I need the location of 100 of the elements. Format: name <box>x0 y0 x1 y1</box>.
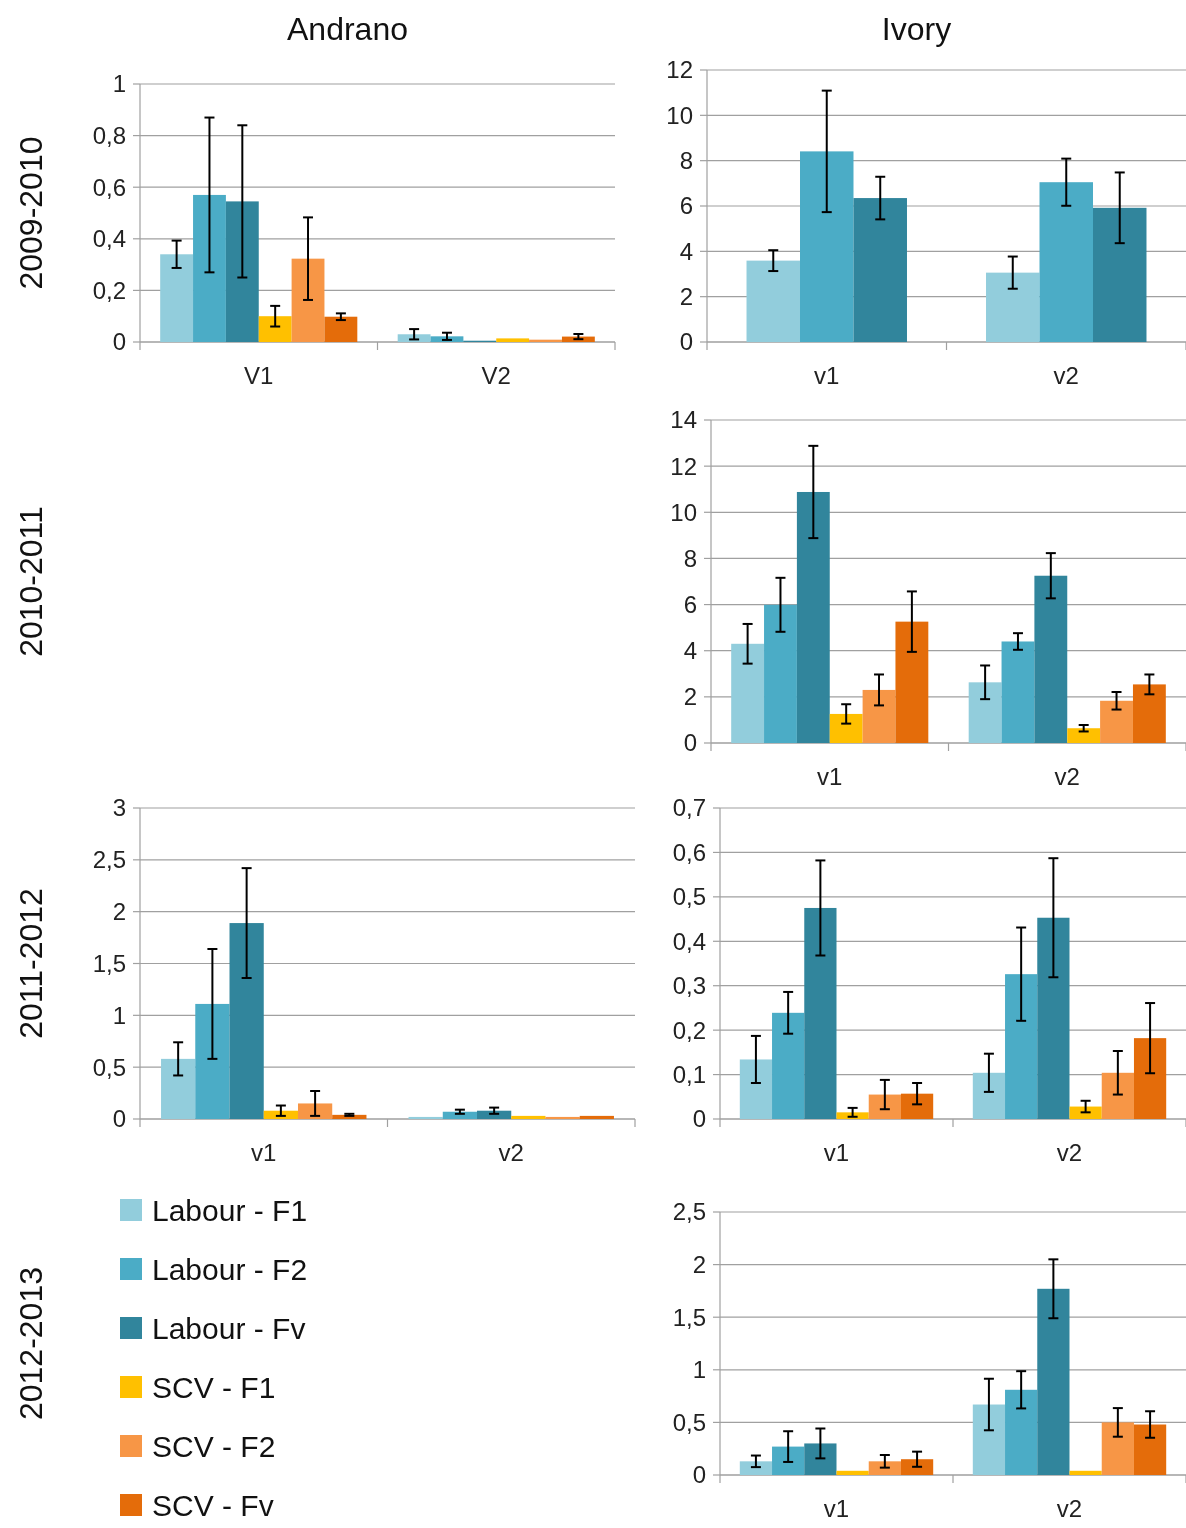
legend-label: Labour - F1 <box>152 1193 308 1227</box>
bar <box>972 1072 1006 1119</box>
bar <box>291 258 325 342</box>
bar <box>739 1059 773 1119</box>
bar <box>1067 728 1101 743</box>
y-tick-label: 0,6 <box>672 838 706 866</box>
bar <box>1037 1288 1070 1475</box>
y-tick-label: 2,5 <box>92 846 126 874</box>
bar <box>862 689 896 743</box>
x-tick-label: v1 <box>817 763 843 790</box>
bar <box>1005 974 1038 1119</box>
bar <box>772 1012 805 1119</box>
y-tick-label: 0,7 <box>672 794 706 822</box>
y-tick-label: 10 <box>666 101 693 129</box>
bar <box>868 1461 901 1475</box>
bar <box>1037 917 1070 1119</box>
y-tick-label: 0,5 <box>92 1053 126 1081</box>
bar <box>1101 1072 1134 1119</box>
y-axis-title: 2009-2010 <box>13 136 49 290</box>
bar <box>1034 575 1068 743</box>
bar <box>193 194 226 342</box>
bar <box>511 1115 546 1119</box>
y-tick-label: 0 <box>683 729 697 757</box>
bar <box>804 907 837 1119</box>
x-tick-label: V2 <box>481 362 511 389</box>
x-tick-label: v1 <box>823 1495 850 1522</box>
y-tick-label: 4 <box>679 237 693 265</box>
y-tick-label: 0,2 <box>672 1016 706 1044</box>
y-tick-label: 2,5 <box>672 1198 706 1226</box>
x-tick-label: v1 <box>823 1139 850 1166</box>
y-tick-label: 0 <box>112 328 126 356</box>
y-tick-label: 1 <box>692 1356 706 1384</box>
legend-label: SCV - F1 <box>152 1370 276 1404</box>
bar <box>1133 1038 1167 1119</box>
bar <box>1001 641 1035 743</box>
x-tick-label: v1 <box>814 362 840 389</box>
y-tick-label: 1,5 <box>92 949 126 977</box>
legend-label: SCV - Fv <box>152 1488 274 1522</box>
y-tick-label: 0,1 <box>672 1060 706 1088</box>
bar <box>1100 700 1133 743</box>
bar <box>746 260 801 342</box>
bar <box>772 1446 805 1475</box>
bar <box>895 621 929 743</box>
y-tick-label: 0,2 <box>92 276 126 304</box>
x-tick-label: v2 <box>1056 1139 1083 1166</box>
y-axis-title: 2010-2011 <box>13 506 49 657</box>
legend-label: SCV - F2 <box>152 1429 276 1463</box>
bar <box>324 316 358 342</box>
chart-title: Andrano <box>287 11 408 47</box>
y-tick-label: 0 <box>692 1461 706 1489</box>
bar <box>263 1110 298 1119</box>
y-tick-label: 0,6 <box>92 173 126 201</box>
y-axis-title: 2012-2013 <box>13 1266 49 1421</box>
bar <box>408 1116 443 1119</box>
bar <box>739 1461 773 1475</box>
y-tick-label: 0 <box>679 328 693 356</box>
y-tick-label: 0,3 <box>672 972 706 1000</box>
bar <box>229 923 264 1119</box>
x-tick-label: v2 <box>1056 1495 1083 1522</box>
y-tick-label: 0,4 <box>672 927 706 955</box>
x-tick-label: v2 <box>498 1139 524 1166</box>
bar <box>161 1058 196 1119</box>
y-tick-label: 12 <box>670 452 697 480</box>
bar <box>545 1116 580 1119</box>
bar <box>764 604 797 743</box>
bar <box>1039 182 1093 342</box>
y-tick-label: 1,5 <box>672 1303 706 1331</box>
bar <box>160 254 194 342</box>
bar <box>297 1103 333 1119</box>
y-tick-label: 2 <box>692 1251 706 1278</box>
y-axis-title: 2011-2012 <box>13 888 49 1039</box>
y-tick-label: 0,5 <box>672 883 706 911</box>
y-tick-label: 2 <box>679 283 693 311</box>
y-tick-label: 14 <box>670 406 697 434</box>
y-tick-label: 0,4 <box>92 225 126 253</box>
bar <box>1132 684 1166 743</box>
bar <box>1069 1470 1102 1475</box>
x-tick-label: V1 <box>244 362 274 389</box>
y-tick-label: 8 <box>683 544 697 572</box>
bar <box>195 1003 230 1119</box>
y-tick-label: 2 <box>683 683 697 711</box>
bar <box>836 1470 869 1475</box>
y-tick-label: 12 <box>666 56 693 84</box>
bar <box>829 713 863 743</box>
bar <box>800 151 854 342</box>
y-tick-label: 6 <box>683 590 697 618</box>
bar <box>900 1093 934 1119</box>
y-tick-label: 8 <box>679 147 693 175</box>
y-tick-label: 6 <box>679 192 693 220</box>
legend-label: Labour - F2 <box>152 1252 308 1286</box>
bar <box>804 1443 837 1475</box>
chart-title: Ivory <box>881 11 952 47</box>
bar <box>796 491 830 743</box>
x-tick-label: v2 <box>1053 362 1079 389</box>
bar <box>731 643 765 743</box>
y-tick-label: 10 <box>670 498 697 526</box>
y-tick-label: 0 <box>692 1105 706 1133</box>
y-tick-label: 0,8 <box>92 122 126 149</box>
bar <box>1133 1424 1167 1475</box>
bar <box>579 1115 614 1119</box>
